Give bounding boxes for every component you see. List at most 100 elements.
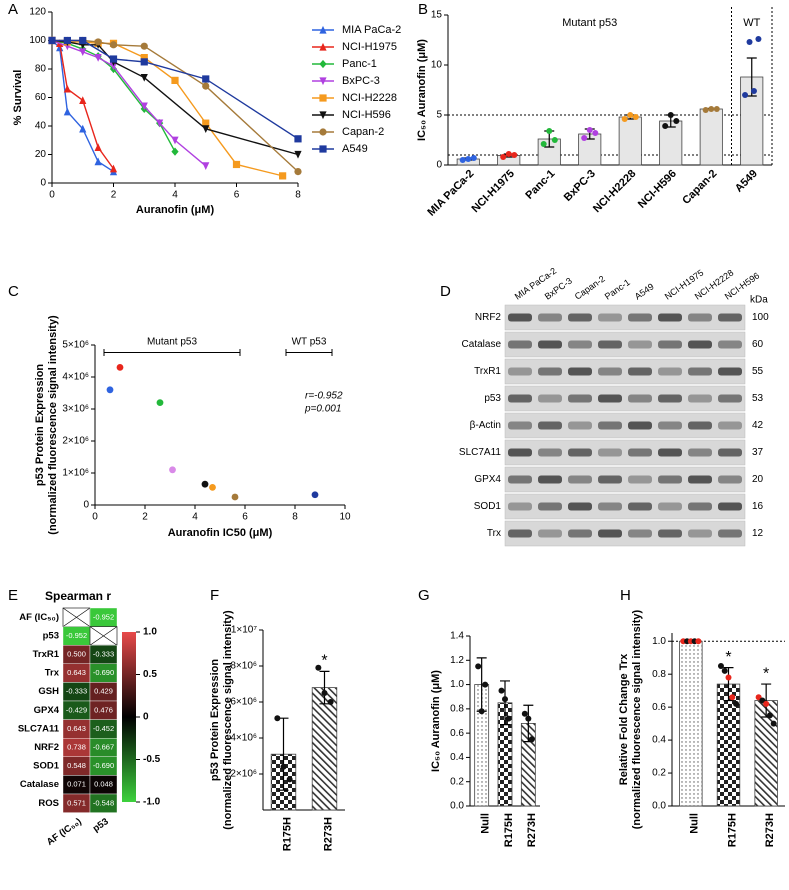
blot-band — [598, 395, 622, 403]
data-point — [322, 690, 328, 696]
marker — [294, 168, 301, 175]
blot-band — [658, 422, 682, 430]
protein-label: Trx — [487, 528, 501, 539]
data-point — [117, 364, 124, 371]
data-point — [506, 716, 512, 722]
blot-band — [568, 368, 592, 376]
row-label: TrxR1 — [33, 649, 60, 660]
blot-band — [658, 530, 682, 538]
cell-label: -0.667 — [93, 742, 114, 751]
blot-band — [628, 476, 652, 484]
blot-band — [598, 476, 622, 484]
protein-label: SLC7A11 — [459, 447, 502, 458]
cell-label: 0.643 — [67, 668, 86, 677]
data-point — [475, 663, 481, 669]
cell-label: -0.452 — [93, 724, 114, 733]
x-tick-label: 2 — [111, 190, 117, 201]
blot-band — [718, 503, 742, 511]
data-point — [729, 694, 735, 700]
data-point — [500, 154, 506, 160]
x-tick-label: 0 — [92, 512, 98, 523]
data-point — [722, 668, 728, 674]
y-tick-label: 0.8 — [652, 669, 666, 680]
data-point — [592, 130, 598, 136]
blot-band — [688, 530, 712, 538]
marker — [202, 75, 209, 82]
data-point — [465, 156, 471, 162]
data-point — [328, 699, 334, 705]
y-tick-label: 10 — [431, 60, 443, 71]
data-point — [747, 39, 753, 45]
blot-band — [598, 449, 622, 457]
x-tick-label: 0 — [49, 190, 55, 201]
data-point — [755, 36, 761, 42]
blot-band — [628, 503, 652, 511]
colorbar — [122, 632, 136, 802]
cell-label: -0.429 — [66, 705, 87, 714]
blot-band — [508, 314, 532, 322]
blot-band — [538, 449, 562, 457]
data-point — [708, 106, 714, 112]
y-tick-label: 20 — [35, 149, 47, 160]
blot-band — [628, 530, 652, 538]
cell-label: 0.048 — [94, 780, 113, 789]
data-point — [479, 708, 485, 714]
blot-band — [598, 314, 622, 322]
blot-band — [628, 449, 652, 457]
protein-label: NRF2 — [475, 312, 502, 323]
annotation: WT — [743, 17, 760, 29]
legend-label: A549 — [342, 143, 368, 155]
panel-letter: D — [440, 283, 451, 300]
blot-band — [538, 476, 562, 484]
x-tick-label: 4 — [172, 190, 178, 201]
y-tick-label: 8×10⁶ — [230, 661, 257, 672]
y-tick-label: 0.2 — [652, 768, 666, 779]
blot-band — [718, 395, 742, 403]
blot-band — [508, 503, 532, 511]
blot-band — [568, 422, 592, 430]
marker — [95, 38, 102, 45]
y-axis-label: p53 Protein Expression — [34, 364, 46, 487]
data-point — [627, 112, 633, 118]
blot-band — [658, 395, 682, 403]
data-point — [695, 638, 701, 644]
cell-label: 0.500 — [67, 649, 86, 658]
legend-label: Capan-2 — [342, 126, 384, 138]
row-label: GPX4 — [34, 705, 60, 716]
y-tick-label: 0 — [436, 160, 442, 171]
y-tick-label: 0.4 — [652, 735, 666, 746]
blot-band — [508, 395, 532, 403]
y-tick-label: 5×10⁶ — [62, 340, 89, 351]
colorbar-label: -1.0 — [143, 797, 161, 808]
y-tick-label: 100 — [29, 35, 46, 46]
blot-band — [658, 314, 682, 322]
y-tick-label: 1.4 — [450, 631, 464, 642]
blot-band — [508, 422, 532, 430]
y-axis-label: IC₅₀ Auranofin (μM) — [416, 39, 428, 141]
blot-band — [508, 341, 532, 349]
cell-label: -0.690 — [93, 761, 114, 770]
significance: * — [321, 653, 327, 670]
y-axis-label: (normalized fluorescence signal intensit… — [222, 610, 234, 830]
y-tick-label: 3×10⁶ — [62, 404, 89, 415]
data-point — [529, 736, 535, 742]
protein-label: GPX4 — [474, 474, 501, 485]
cell-label: 0.571 — [67, 798, 86, 807]
blot-band — [718, 422, 742, 430]
marker — [110, 55, 117, 62]
blot-band — [538, 314, 562, 322]
blot-band — [538, 395, 562, 403]
y-tick-label: 60 — [35, 92, 47, 103]
blot-band — [508, 449, 532, 457]
y-tick-label: 1×10⁶ — [62, 468, 89, 479]
legend-marker — [319, 128, 326, 135]
kda-label: 53 — [752, 393, 764, 404]
data-point — [541, 141, 547, 147]
data-point — [622, 116, 628, 122]
blot-band — [718, 476, 742, 484]
blot-band — [658, 503, 682, 511]
blot-band — [688, 476, 712, 484]
marker — [141, 58, 148, 65]
blot-band — [688, 422, 712, 430]
